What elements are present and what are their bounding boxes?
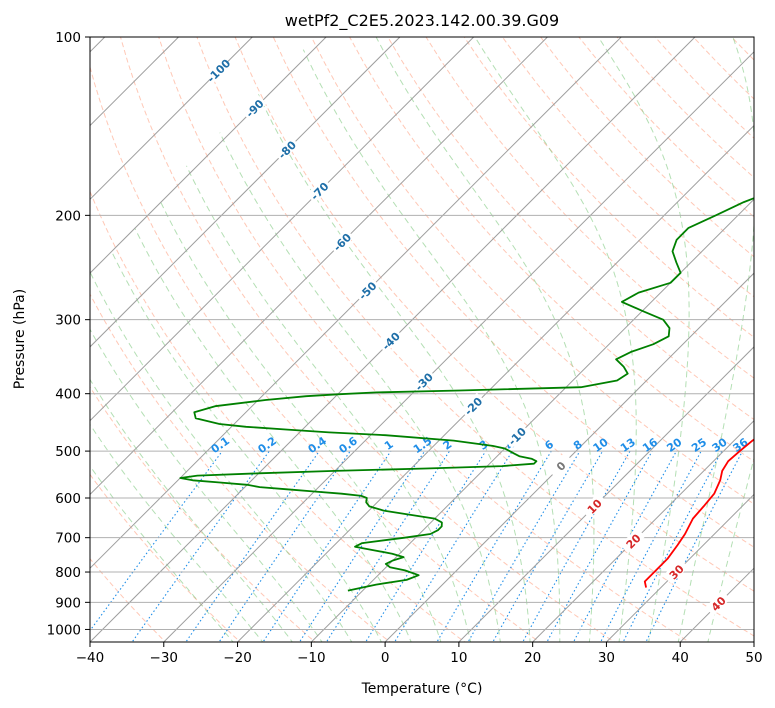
- dry-adiabat-line: [501, 37, 754, 298]
- y-tick-label: 600: [55, 491, 81, 507]
- isotherm-label-bg: [205, 57, 231, 83]
- x-tick-label: 50: [745, 650, 762, 666]
- moist-adiabats: [90, 37, 754, 642]
- mixing-ratio-line: [467, 450, 581, 642]
- x-tick-label: 0: [381, 650, 390, 666]
- moist-adiabat-line: [219, 132, 501, 642]
- isotherm-line: [237, 124, 754, 642]
- moist-adiabat-line: [111, 251, 382, 642]
- isotherm-label-bg: [547, 452, 574, 479]
- dry-adiabat-line: [90, 65, 541, 642]
- isotherm-label-bg: [377, 327, 403, 354]
- temperature-line: [643, 438, 754, 588]
- moist-adiabat-line: [257, 94, 531, 642]
- mixing-ratio-line: [218, 450, 351, 642]
- y-tick-label: 300: [55, 313, 81, 329]
- x-tick-label: 20: [524, 650, 541, 666]
- isotherm-label-bg: [619, 527, 646, 554]
- y-tick-label: 400: [55, 387, 81, 403]
- isotherm-label-bg: [354, 277, 380, 303]
- mixing-ratio-line: [262, 450, 392, 642]
- x-tick-label: −10: [297, 650, 326, 666]
- x-tick-label: −30: [150, 650, 179, 666]
- dewpoint-line: [179, 197, 754, 592]
- isotherm-line: [90, 37, 622, 569]
- y-tick-label: 700: [55, 531, 81, 547]
- dry-adiabat-line: [387, 37, 754, 421]
- chart-title: wetPf2_C2E5.2023.142.00.39.G09: [285, 11, 559, 31]
- isotherm-label-bg: [241, 95, 267, 121]
- dry-adiabat-line: [310, 37, 754, 505]
- isotherm-label-bg: [273, 136, 300, 162]
- moist-adiabat-line: [90, 423, 264, 642]
- moist-adiabat-line: [90, 465, 234, 642]
- isotherm-label-bg: [705, 590, 731, 616]
- moist-adiabat-line: [134, 227, 412, 642]
- isotherm-label-bg: [328, 228, 355, 255]
- x-tick-label: −40: [76, 650, 105, 666]
- moist-adiabat-line: [160, 201, 442, 642]
- isotherm-label-bg: [581, 492, 607, 519]
- sounding-series: [179, 197, 754, 592]
- isotherm-label-bg: [503, 422, 530, 449]
- isotherm-line: [90, 37, 253, 201]
- isotherm-line: [384, 272, 754, 642]
- mixing-ratio-line: [298, 450, 426, 642]
- y-tick-label: 900: [55, 595, 81, 611]
- x-tick-label: 30: [598, 650, 615, 666]
- x-axis-label: Temperature (°C): [361, 681, 483, 697]
- y-tick-label: 800: [55, 565, 81, 581]
- plot-area: 0.10.20.40.611.52346810131620253036-100-…: [90, 37, 754, 642]
- y-axis-ticks: 100 200 300 400 500 600 700 800 900 1000: [47, 30, 90, 638]
- mixing-ratio-line: [131, 450, 270, 642]
- x-tick-label: 10: [450, 650, 467, 666]
- mixing-ratio-line: [572, 450, 677, 642]
- isotherm-line: [90, 37, 327, 274]
- moist-adiabat-line: [186, 165, 472, 642]
- dry-adiabat-line: [196, 37, 754, 637]
- mixing-ratio-line: [393, 450, 513, 642]
- mixing-ratio-line: [600, 450, 702, 642]
- plot-frame: [89, 36, 755, 643]
- isotherm-line: [310, 198, 754, 642]
- moist-adiabat-line: [90, 328, 323, 642]
- mixing-ratio-line: [90, 450, 223, 632]
- isotherm-label-bg: [306, 177, 332, 204]
- mixing-ratio-lines: [90, 450, 743, 642]
- isotherm-line: [90, 37, 401, 348]
- y-tick-label: 500: [55, 444, 81, 460]
- isotherm-label-bg: [662, 558, 689, 585]
- isotherm-line: [606, 493, 754, 642]
- y-axis-label: Pressure (hPa): [12, 289, 28, 389]
- y-tick-label: 100: [55, 30, 81, 46]
- isotherm-line: [90, 37, 548, 496]
- x-axis-ticks: −40 −30 −20 −10 0 10 20 30 40 50: [76, 642, 763, 666]
- y-tick-label: 200: [55, 208, 81, 224]
- isotherm-line: [163, 51, 754, 642]
- mixing-ratio-line: [325, 450, 450, 642]
- isotherm-label-bg: [410, 368, 436, 394]
- x-tick-label: 40: [672, 650, 689, 666]
- y-tick-label: 1000: [47, 622, 81, 638]
- dry-adiabat-line: [90, 386, 316, 642]
- mixing-ratio-line: [185, 450, 320, 642]
- dry-adiabat-line: [234, 37, 754, 592]
- dry-adiabat-line: [463, 37, 754, 338]
- x-tick-label: −20: [223, 650, 252, 666]
- isotherm-line: [90, 37, 475, 422]
- isotherm-line: [458, 346, 754, 642]
- isotherm-label-bg: [459, 392, 486, 419]
- moist-adiabat-line: [90, 270, 353, 642]
